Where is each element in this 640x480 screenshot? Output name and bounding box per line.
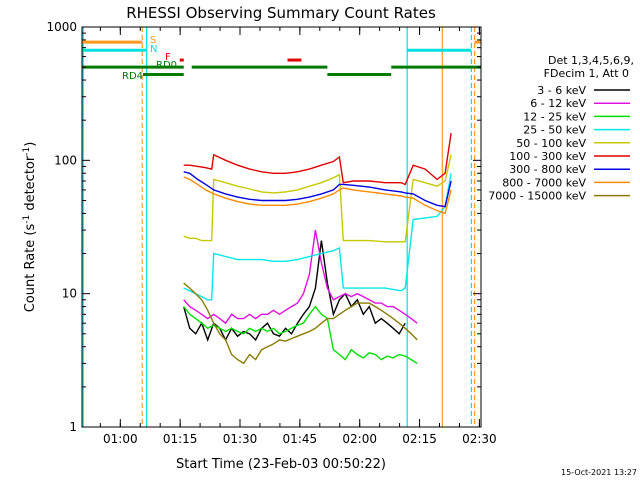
flag-label-night: N [150, 44, 157, 55]
y-tick-label: 10 [62, 287, 77, 301]
flag-label-saa: S [150, 35, 156, 46]
series-line-6-12-kev [183, 229, 418, 325]
x-axis-label: Start Time (23-Feb-03 00:50:22) [176, 457, 386, 472]
legend-label-100-300-kev: 100 - 300 keV [509, 150, 586, 163]
legend: Det 1,3,4,5,6,9, FDecim 1, Att 0 3 - 6 k… [488, 54, 634, 203]
y-tick-label: 1000 [46, 20, 77, 34]
x-tick-label: 02:00 [342, 432, 377, 446]
y-tick-label: 1 [69, 420, 77, 434]
legend-label-6-12-kev: 6 - 12 keV [530, 97, 586, 110]
legend-header-line-1: Det 1,3,4,5,6,9, [548, 54, 634, 67]
x-tick-label: 02:15 [402, 432, 437, 446]
series-line-800-7000-kev [183, 176, 452, 215]
footer-date: 15-Oct-2021 13:27 [561, 468, 637, 477]
series-line-12-25-kev [183, 305, 418, 364]
legend-label-12-25-kev: 12 - 25 keV [523, 110, 586, 123]
series-line-100-300-kev [183, 132, 452, 186]
plot-frame [81, 26, 482, 428]
legend-header-line-2: FDecim 1, Att 0 [544, 67, 629, 80]
y-axis-label-main: Count Rate (s [23, 224, 38, 313]
series-line-50-100-kev [183, 154, 452, 243]
y-axis-label-close: ) [23, 142, 38, 147]
chart-title: RHESSI Observing Summary Count Rates [126, 4, 436, 22]
x-tick-label: 01:30 [223, 432, 258, 446]
y-tick-label: 100 [54, 153, 77, 167]
x-tick-label: 01:45 [283, 432, 318, 446]
legend-label-7000-15000-kev: 7000 - 15000 keV [488, 190, 586, 203]
y-axis-label: Count Rate (s-1 detector-1) [22, 142, 38, 313]
legend-label-800-7000-kev: 800 - 7000 keV [502, 176, 586, 189]
legend-label-300-800-kev: 300 - 800 keV [509, 163, 586, 176]
y-axis-label-exponent: -1 [22, 215, 32, 224]
x-tick-label: 01:15 [163, 432, 198, 446]
series-line-3-6-kev [183, 240, 406, 342]
series-line-300-800-kev [183, 171, 452, 208]
x-tick-label: 01:00 [103, 432, 138, 446]
flag-label-rd0: RD0 [156, 60, 177, 71]
legend-label-50-100-kev: 50 - 100 keV [516, 137, 586, 150]
x-tick-label: 02:30 [462, 432, 497, 446]
legend-label-3-6-kev: 3 - 6 keV [537, 84, 586, 97]
flag-label-flare: F [165, 52, 171, 63]
y-axis-label-rest: detector [23, 155, 38, 215]
legend-label-25-50-kev: 25 - 50 keV [523, 124, 586, 137]
flag-label-rd4: RD4 [122, 71, 143, 82]
series-line-25-50-kev [183, 173, 452, 301]
series-line-7000-15000-kev [183, 282, 418, 365]
y-axis-label-exponent-2: -1 [22, 147, 32, 156]
